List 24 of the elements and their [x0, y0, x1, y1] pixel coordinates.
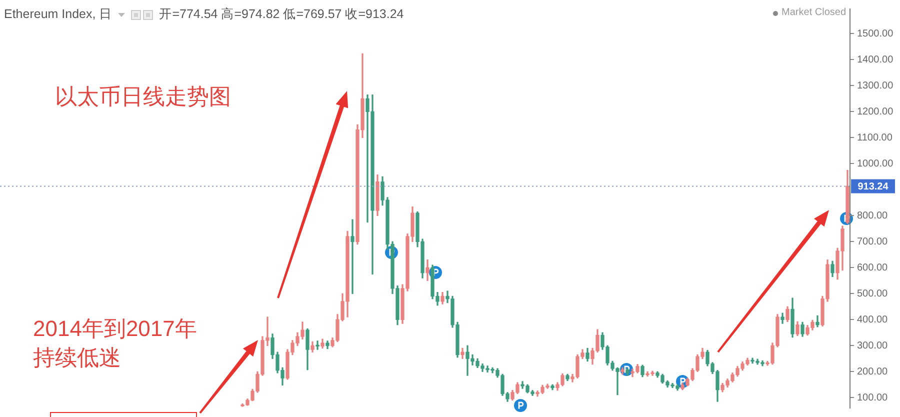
candlestick	[316, 340, 320, 350]
y-tick-label: 600.00	[857, 262, 888, 274]
chart-title: Ethereum Index, 日	[4, 6, 112, 23]
candlestick	[426, 260, 430, 281]
y-tick-label: 700.00	[857, 236, 888, 248]
candlestick	[350, 219, 354, 294]
y-tick-label: 800.00	[857, 210, 888, 222]
y-tick-label: 400.00	[857, 314, 888, 326]
annotation: Market Closed	[782, 7, 846, 19]
y-tick-label: 1100.00	[857, 132, 893, 144]
y-tick-label: 1200.00	[857, 106, 894, 118]
annotation: 持续低迷	[33, 345, 121, 372]
annotation: 2014年到2017年	[33, 316, 197, 342]
y-tick-label: 100.00	[857, 392, 888, 404]
y-tick-label: 1000.00	[857, 158, 894, 170]
y-tick-label: 300.00	[857, 340, 888, 352]
y-tick-label: 500.00	[857, 288, 888, 300]
y-tick-label: 200.00	[857, 366, 888, 378]
ref-line-label: 913.24	[858, 181, 889, 192]
y-tick-label: 1300.00	[857, 80, 894, 92]
y-tick-label: 1500.00	[857, 28, 894, 40]
chart-subtitle: 开=774.54 高=974.82 低=769.57 收=913.24	[159, 6, 404, 23]
annotation: 以太币日线走势图	[55, 84, 231, 110]
y-tick-label: 1400.00	[857, 54, 894, 66]
